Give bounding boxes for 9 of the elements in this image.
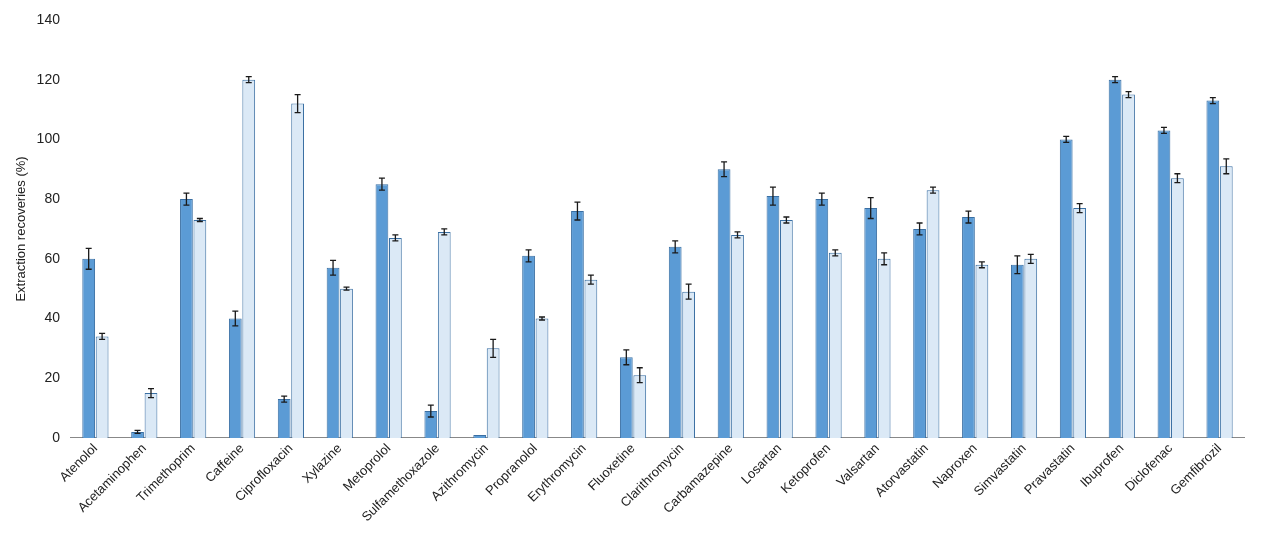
y-tick-label: 20 — [44, 369, 61, 386]
y-tick-label: 100 — [36, 130, 61, 147]
y-tick-label: 0 — [52, 428, 61, 445]
y-tick-label: 80 — [44, 189, 61, 206]
y-tick-label: 120 — [36, 70, 61, 87]
y-tick-label: 60 — [44, 249, 61, 266]
y-tick-label: 140 — [36, 10, 61, 27]
y-tick-label: 40 — [44, 309, 61, 326]
y-axis-title: Extraction recoveries (%) — [13, 156, 29, 302]
